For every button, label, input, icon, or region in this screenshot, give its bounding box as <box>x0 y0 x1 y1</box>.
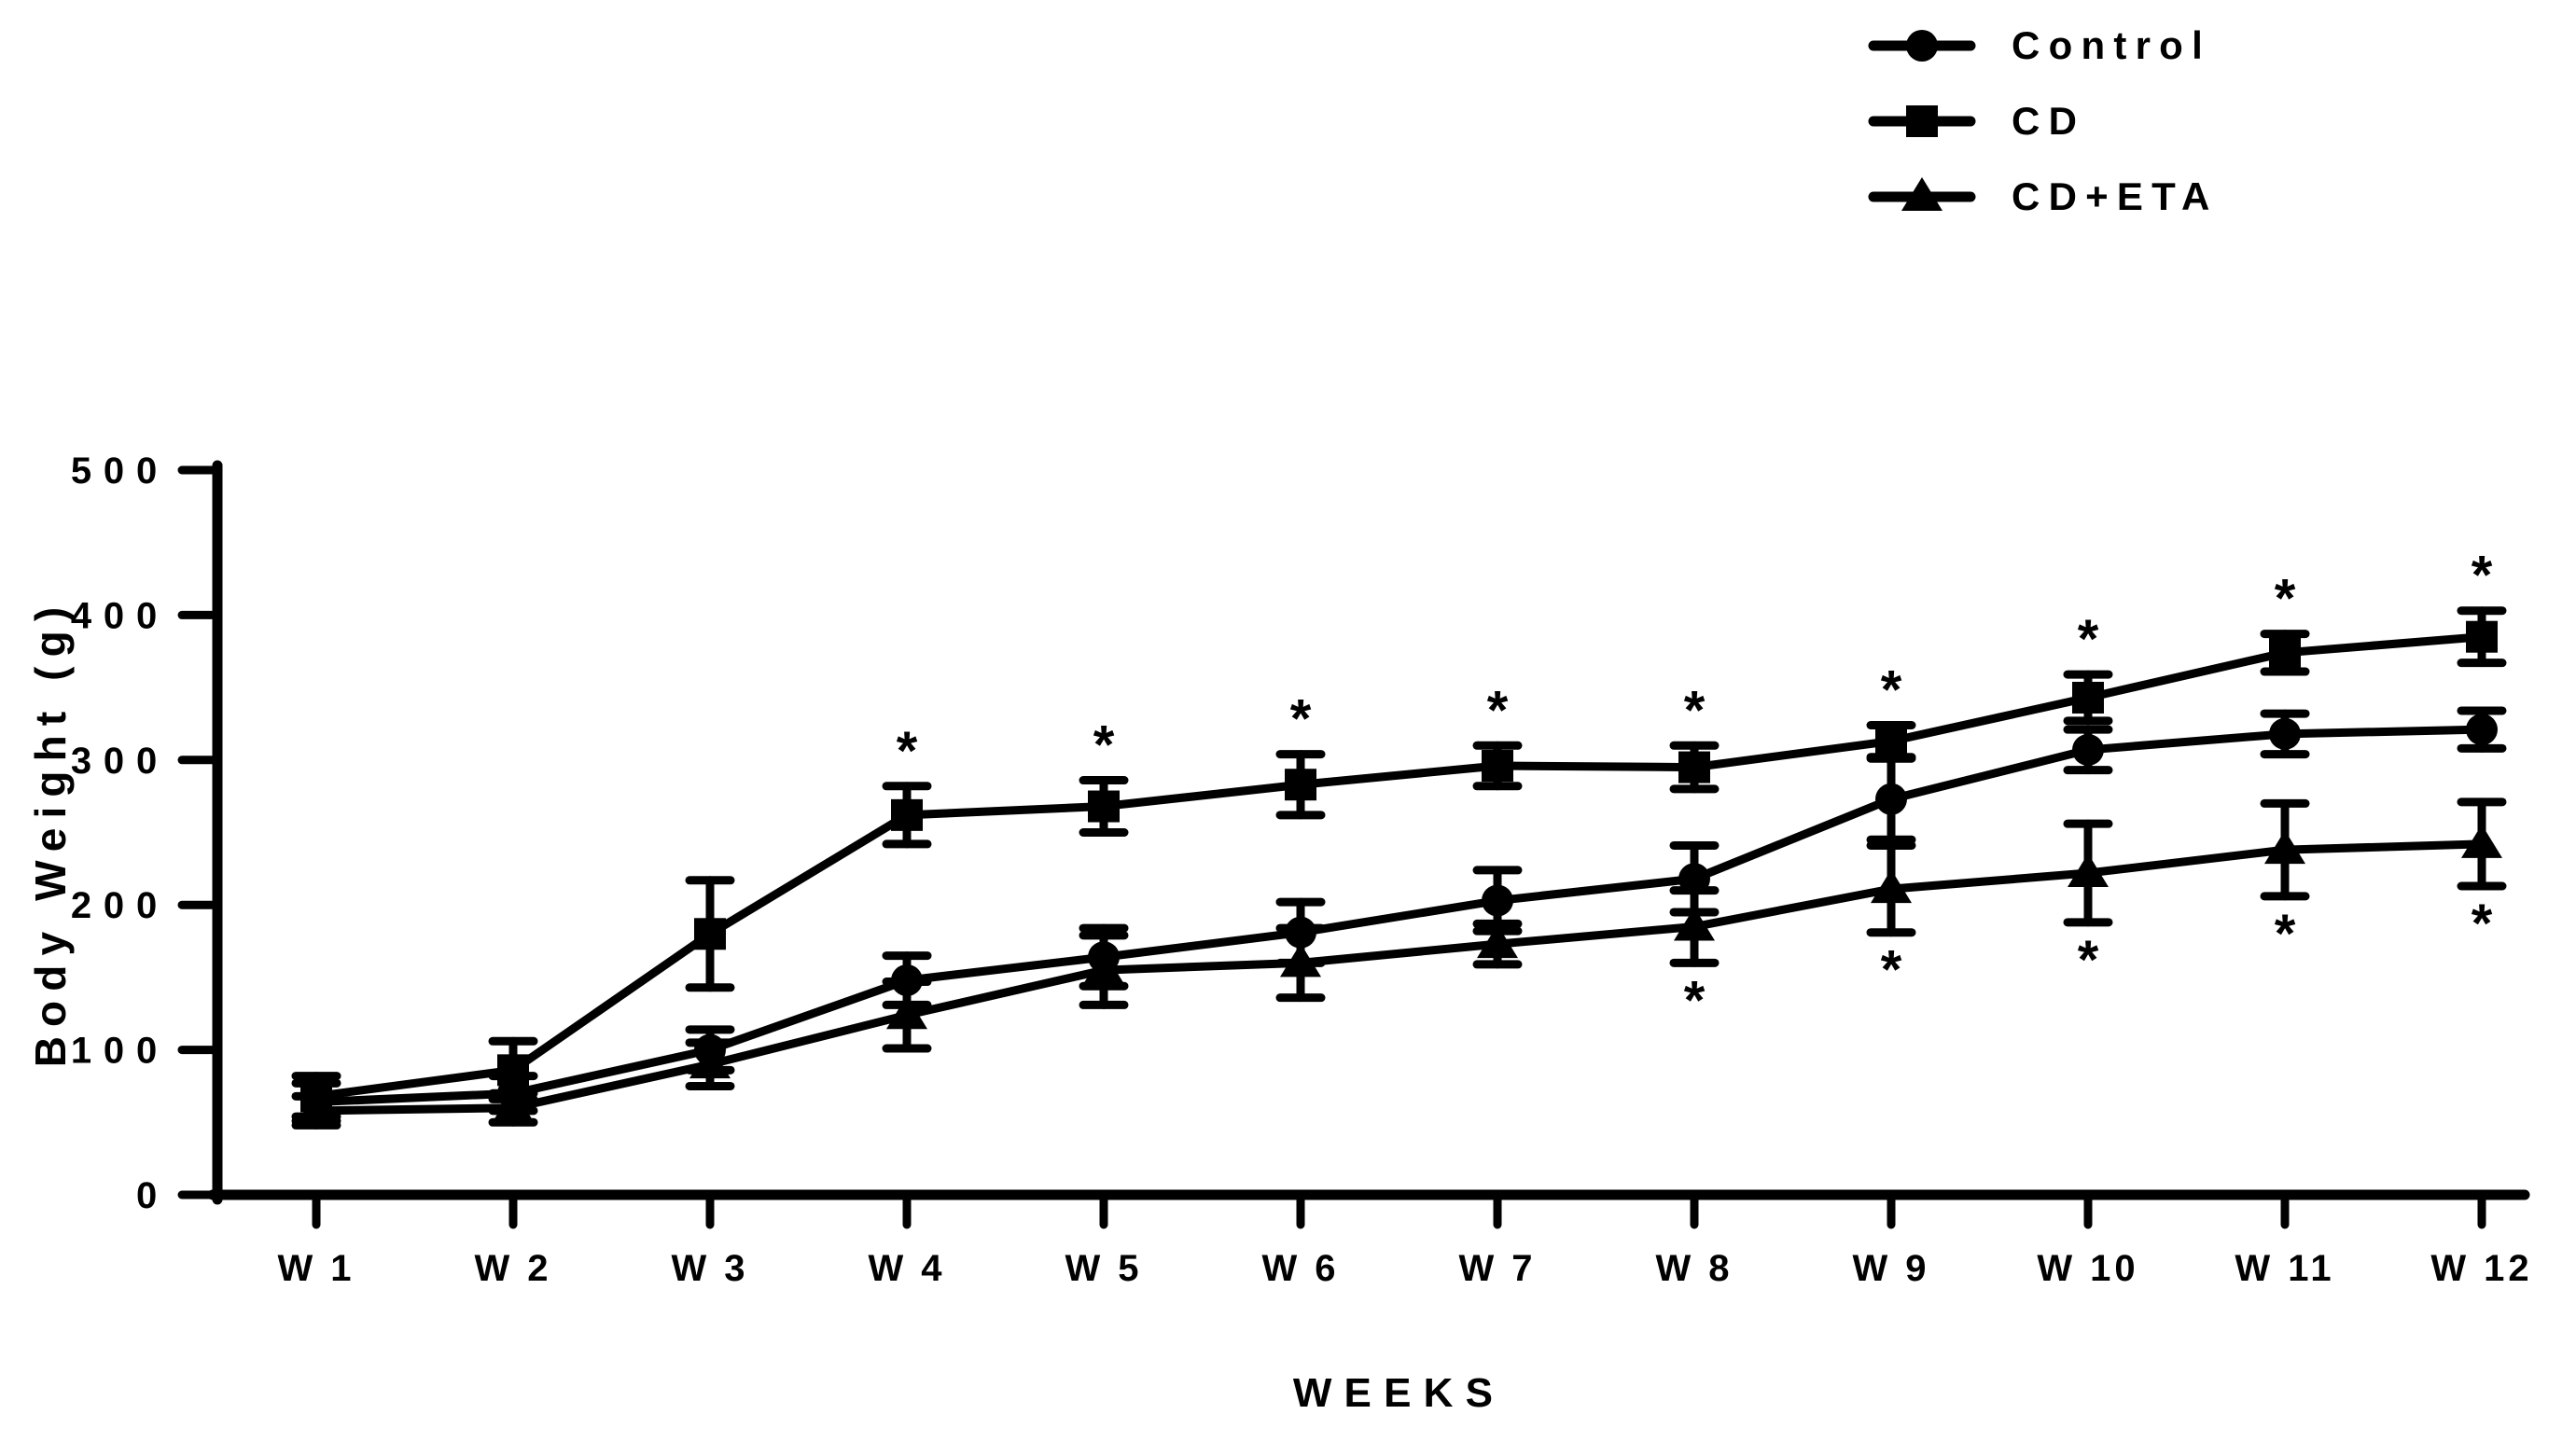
triangle-point <box>2461 824 2502 858</box>
x-tick-label: W 11 <box>2235 1248 2334 1289</box>
y-axis-title: Body Weight (g) <box>26 598 75 1068</box>
triangle-point <box>1477 924 1518 959</box>
significance-asterisk: * <box>1487 680 1509 741</box>
square-point <box>1482 750 1513 783</box>
triangle-point <box>689 1045 731 1079</box>
series-line <box>315 839 2483 1116</box>
y-tick-label: 0 <box>136 1175 169 1216</box>
circle-point <box>2072 733 2104 766</box>
triangle-marker-icon <box>1868 176 1976 211</box>
significance-asterisk: * <box>2078 930 2099 991</box>
significance-asterisk: * <box>1290 689 1312 750</box>
legend: Control CD CD+ETA <box>1868 7 2219 234</box>
significance-asterisk: * <box>1881 660 1902 721</box>
series-cd-eta: * * * * * <box>291 797 2507 1130</box>
x-tick-label: W 8 <box>1655 1248 1733 1289</box>
y-tick-label: 400 <box>71 595 169 636</box>
y-tick-label: 100 <box>71 1031 169 1072</box>
legend-square-marker <box>1906 104 1938 137</box>
x-tick-label: W 1 <box>277 1248 355 1289</box>
significance-asterisk: * <box>1684 970 1706 1031</box>
x-tick-label: W 6 <box>1261 1248 1339 1289</box>
square-marker-icon <box>1868 104 1976 137</box>
x-tick-label: W 9 <box>1852 1248 1929 1289</box>
significance-asterisk: * <box>1684 680 1706 741</box>
square-point <box>891 798 923 831</box>
triangle-point <box>2264 830 2305 865</box>
significance-asterisk: * <box>2472 894 2493 954</box>
square-point <box>1285 769 1316 801</box>
x-tick-label: W 3 <box>671 1248 748 1289</box>
series-line <box>315 632 2483 1101</box>
legend-row-cd-eta: CD+ETA <box>1868 159 2219 234</box>
x-axis: W 1 W 2 W 3 W 4 W 5 W 6 W 7 W 8 W 9 W 10 W 11 W 12 <box>277 1190 2532 1289</box>
square-point <box>497 1054 529 1087</box>
square-point <box>2072 681 2104 714</box>
x-axis-title: WEEKS <box>1293 1370 1505 1416</box>
triangle-point <box>1674 907 1715 941</box>
y-axis: 0 100 200 300 400 500 <box>71 451 222 1216</box>
legend-row-cd: CD <box>1868 83 2219 159</box>
series-cd: * * * * * * * * * <box>291 546 2507 1121</box>
triangle-point <box>493 1088 534 1122</box>
triangle-point <box>1871 869 1912 904</box>
legend-row-control: Control <box>1868 7 2219 83</box>
x-tick-label: W 7 <box>1458 1248 1536 1289</box>
triangle-point <box>1083 950 1124 985</box>
y-tick-label: 300 <box>71 741 169 782</box>
x-tick-label: W 12 <box>2430 1248 2532 1289</box>
circle-point <box>2269 717 2301 750</box>
triangle-point <box>296 1090 337 1125</box>
circle-point <box>1875 783 1907 815</box>
legend-label-control: Control <box>2012 22 2211 67</box>
y-tick-label: 500 <box>71 451 169 492</box>
significance-asterisk: * <box>2472 546 2493 606</box>
axes <box>207 460 2530 1205</box>
y-tick-label: 200 <box>71 885 169 926</box>
triangle-point <box>2068 853 2109 888</box>
triangle-point <box>886 995 927 1030</box>
circle-point <box>2466 714 2498 746</box>
square-point <box>1088 790 1120 823</box>
square-point <box>2269 636 2301 669</box>
significance-asterisk: * <box>2275 904 2296 964</box>
legend-label-cd: CD <box>2012 98 2086 143</box>
circle-marker-icon <box>1868 29 1976 62</box>
legend-triangle-marker <box>1901 176 1942 211</box>
significance-asterisk: * <box>1093 715 1115 776</box>
significance-asterisk: * <box>897 721 918 782</box>
significance-asterisk: * <box>2275 569 2296 630</box>
legend-circle-marker <box>1906 29 1938 62</box>
square-point <box>1875 725 1907 757</box>
square-point <box>2466 620 2498 653</box>
significance-asterisk: * <box>1881 940 1902 1001</box>
x-tick-label: W 2 <box>474 1248 551 1289</box>
square-point <box>694 918 726 950</box>
x-tick-label: W 10 <box>2037 1248 2138 1289</box>
square-point <box>1678 751 1710 783</box>
circle-point <box>1482 884 1513 917</box>
legend-label-cd-eta: CD+ETA <box>2012 173 2219 218</box>
triangle-point <box>1280 943 1321 978</box>
x-tick-label: W 5 <box>1065 1248 1142 1289</box>
series-line <box>315 725 2483 1107</box>
significance-asterisk: * <box>2078 609 2099 670</box>
x-tick-label: W 4 <box>868 1248 945 1289</box>
